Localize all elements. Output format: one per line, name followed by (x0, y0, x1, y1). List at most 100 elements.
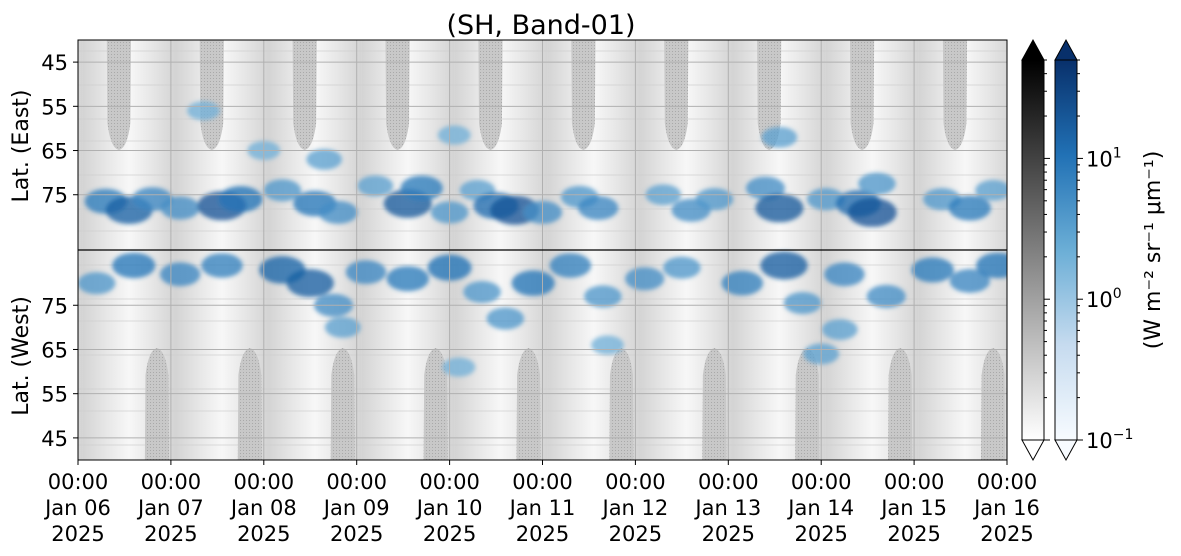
no-data-region-west (888, 348, 913, 460)
emission-patch-west (824, 262, 865, 287)
emission-patch-west (324, 316, 361, 338)
emission-patch-west (663, 256, 701, 279)
colorbar-tick-label: 100 (1086, 286, 1122, 312)
x-tick-label: 00:00 (884, 470, 945, 494)
x-tick-label: 2025 (887, 522, 940, 546)
emission-patch-west (721, 270, 763, 296)
plot-area (77, 39, 1008, 461)
emission-patch-west (976, 252, 1007, 279)
emission-patch-west (511, 270, 555, 296)
x-tick-label: Jan 06 (43, 496, 111, 520)
y-ticks: 45 55 65 75 75 65 55 45 (41, 51, 78, 451)
colorbar-tick-label: 10−1 (1086, 427, 1133, 453)
emission-patch-west (591, 335, 624, 355)
emission-patch-west (760, 251, 808, 280)
no-data-region-east (757, 40, 782, 150)
y-axis-label-west: Lat. (West) (9, 296, 34, 416)
colorbar-tick-exponent: −1 (1113, 427, 1134, 443)
x-tick-label: Jan 11 (508, 496, 576, 520)
x-tick-label: 2025 (516, 522, 569, 546)
colorbar-tick-base: 10 (1086, 288, 1113, 312)
x-tick-label: Jan 07 (136, 496, 204, 520)
no-data-region-west (516, 348, 541, 460)
x-tick-label: 2025 (702, 522, 755, 546)
x-tick-label: 2025 (51, 522, 104, 546)
emission-patch-west (486, 307, 525, 330)
x-tick-label: 00:00 (791, 470, 852, 494)
no-data-region-east (664, 40, 689, 150)
x-tick-label: 00:00 (977, 470, 1038, 494)
no-data-region-west (144, 348, 170, 460)
emission-patch-east (578, 196, 619, 220)
y-tick-label: 75 (41, 184, 68, 208)
x-tick-label: 2025 (794, 522, 847, 546)
emission-patch-east (306, 148, 343, 170)
colorbar-gray-extend-min (1021, 439, 1045, 462)
x-tick-label: 00:00 (605, 470, 666, 494)
y-tick-label: 65 (41, 338, 68, 362)
emission-patch-west (783, 292, 822, 315)
no-data-region-west (330, 348, 355, 460)
x-tick-label: Jan 14 (786, 496, 854, 520)
emission-patch-west (201, 253, 243, 278)
emission-patch-east (847, 197, 897, 227)
chart-title: (SH, Band-01) (446, 10, 635, 41)
colorbar-tick-base: 10 (1086, 429, 1113, 453)
emission-patch-west (386, 266, 430, 292)
emission-patch-west (345, 260, 387, 284)
emission-patch-east (263, 179, 302, 202)
emission-patch-west (463, 280, 501, 304)
emission-patch-west (949, 269, 991, 293)
no-data-region-east (571, 40, 596, 150)
x-tick-label: Jan 10 (415, 496, 483, 520)
x-tick-label: 00:00 (512, 470, 573, 494)
x-tick-label: Jan 16 (972, 496, 1040, 520)
emission-patch-east (807, 188, 845, 211)
emission-patch-east (761, 126, 798, 148)
colorbar-blue-extend-min (1054, 439, 1078, 462)
no-data-region-west (980, 348, 1006, 460)
no-data-region-west (423, 348, 448, 460)
no-data-region-east (478, 40, 503, 150)
x-tick-label: 00:00 (234, 470, 295, 494)
no-data-region-west (609, 348, 634, 460)
emission-patch-east (745, 176, 786, 200)
no-data-region-east (849, 40, 875, 150)
emission-patch-west (584, 285, 622, 308)
x-tick-label: 00:00 (698, 470, 759, 494)
emission-patch-west (442, 357, 476, 377)
emission-patch-west (159, 262, 201, 287)
emission-patch-west (112, 252, 156, 279)
x-tick-label: 00:00 (141, 470, 202, 494)
emission-patch-east (160, 196, 200, 220)
y-axis-label-east: Lat. (East) (9, 90, 34, 203)
x-tick-label: 00:00 (326, 470, 387, 494)
emission-patch-east (858, 172, 896, 195)
emission-patch-east (437, 125, 471, 145)
emission-layer (78, 101, 1007, 377)
y-tick-label: 45 (41, 427, 68, 451)
colorbar-blue-extend-max (1054, 38, 1078, 61)
no-data-region-west (237, 348, 262, 460)
colorbar-gray-extend-max (1021, 38, 1045, 61)
x-tick-label: 2025 (144, 522, 197, 546)
emission-patch-east (948, 195, 992, 221)
x-tick-label: Jan 08 (229, 496, 297, 520)
emission-patch-east (318, 200, 358, 224)
emission-patch-east (695, 188, 734, 211)
colorbar-tick-exponent: 0 (1113, 286, 1122, 302)
emission-patch-west (78, 272, 116, 295)
emission-patch-east (187, 101, 220, 121)
x-tick-label: 2025 (980, 522, 1033, 546)
x-tick-label: 00:00 (419, 470, 480, 494)
y-tick-label: 55 (41, 383, 68, 407)
no-data-region-east (292, 40, 317, 150)
emission-patch-east (975, 179, 1007, 201)
y-tick-label: 55 (41, 95, 68, 119)
emission-patch-west (625, 267, 665, 291)
x-tick-label: Jan 13 (693, 496, 761, 520)
colorbar-label: (W m⁻² sr⁻¹ μm⁻¹) (1141, 151, 1166, 350)
no-data-region-east (199, 40, 224, 150)
x-tick-label: 2025 (330, 522, 383, 546)
